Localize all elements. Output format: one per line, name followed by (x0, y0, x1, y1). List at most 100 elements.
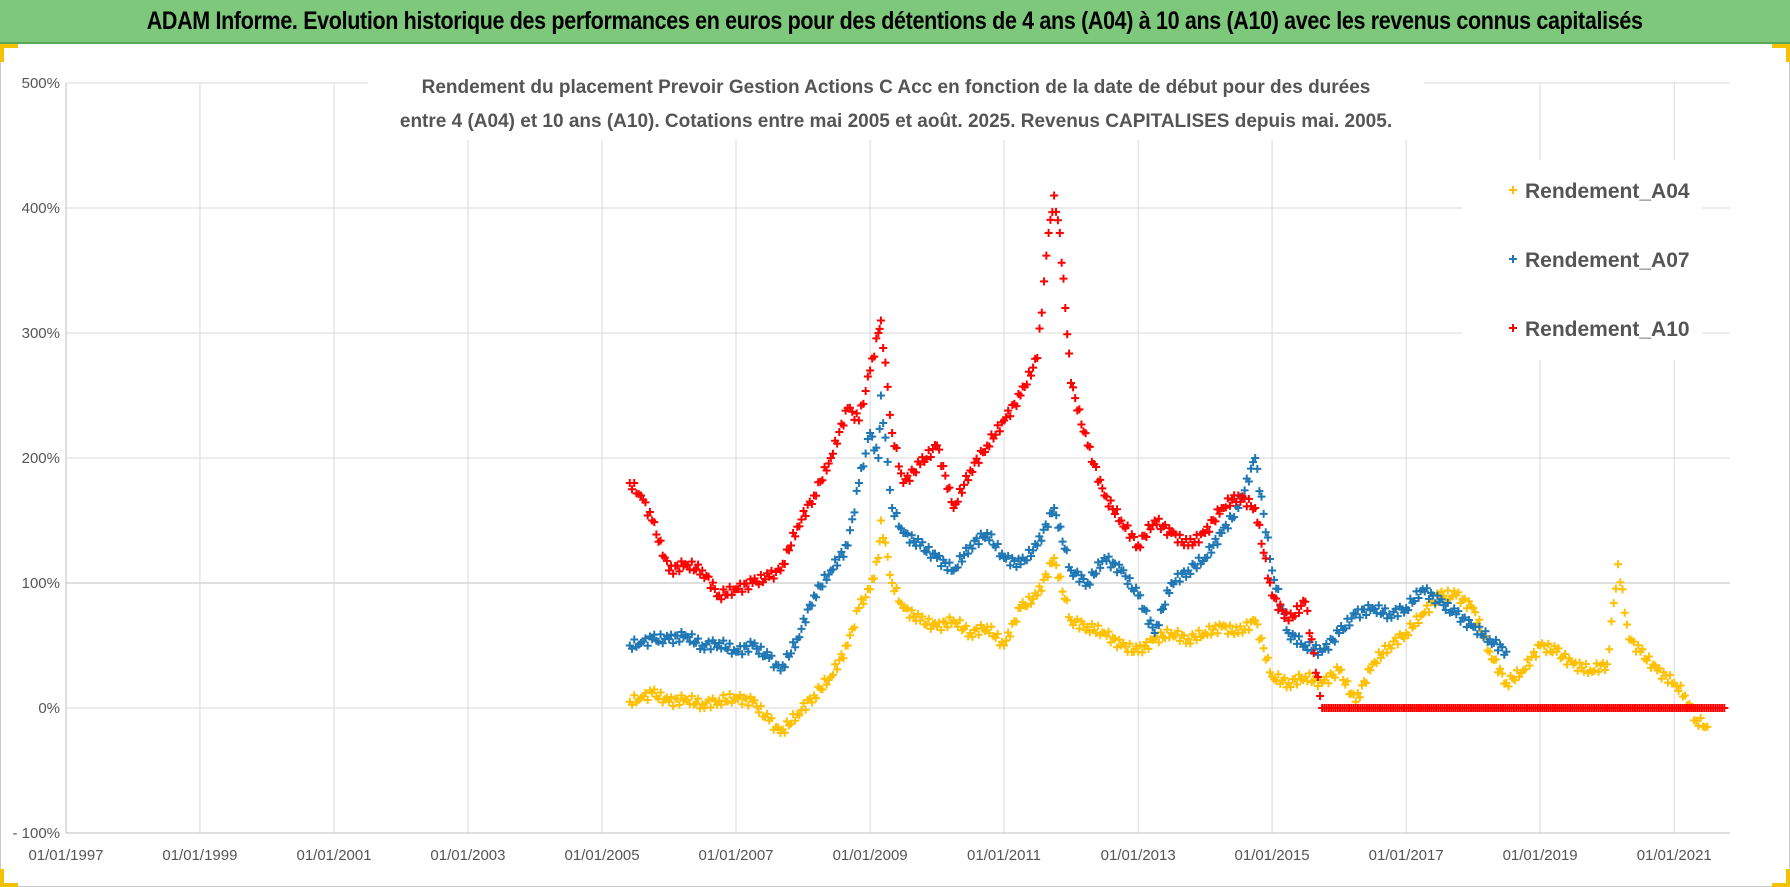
interp-point (964, 549, 973, 558)
interp-point (1154, 514, 1163, 523)
interp-point (1225, 501, 1234, 510)
interp-point (1544, 639, 1553, 648)
interp-point (1175, 577, 1184, 586)
interp-point (1165, 588, 1174, 597)
data-point (1150, 516, 1159, 525)
interp-point (828, 449, 837, 458)
data-point (876, 516, 885, 525)
interp-point (991, 633, 1000, 642)
x-tick-label: 01/01/1997 (28, 847, 103, 864)
interp-point (1048, 509, 1057, 518)
interp-point (675, 637, 684, 646)
interp-point (787, 649, 796, 658)
interp-point (708, 578, 717, 587)
interp-point (1263, 533, 1272, 542)
interp-point (1322, 639, 1331, 648)
interp-point (1244, 477, 1253, 486)
interp-point (1207, 630, 1216, 639)
interp-point (974, 540, 983, 549)
interp-point (630, 479, 639, 488)
interp-point (1297, 601, 1306, 610)
interp-point (872, 334, 881, 343)
interp-point (1043, 522, 1052, 531)
interp-point (839, 421, 848, 430)
interp-point (1121, 642, 1130, 651)
interp-point (1339, 675, 1348, 684)
interp-point (1611, 584, 1620, 593)
interp-point (1194, 626, 1203, 635)
x-tick-label: 01/01/2015 (1235, 847, 1310, 864)
interp-point (905, 476, 914, 485)
interp-point (1598, 658, 1607, 667)
interp-point (883, 552, 892, 561)
interp-point (1037, 586, 1046, 595)
interp-point (1058, 537, 1067, 546)
interp-point (1276, 600, 1285, 609)
interp-point (1225, 621, 1234, 630)
data-point (1251, 454, 1260, 462)
interp-point (1378, 608, 1387, 617)
interp-point (1046, 215, 1055, 224)
interp-point (1037, 536, 1046, 545)
interp-point (1404, 606, 1413, 615)
interp-point (1024, 592, 1033, 601)
interp-point (883, 457, 892, 466)
interp-point (1221, 503, 1230, 512)
interp-point (881, 433, 890, 442)
interp-point (974, 458, 983, 467)
data-point (876, 316, 885, 325)
interp-point (1115, 560, 1124, 569)
interp-point (1043, 572, 1052, 581)
interp-point (922, 455, 931, 464)
interp-point (1142, 532, 1151, 541)
interp-point (1053, 216, 1062, 225)
interp-point (1454, 607, 1463, 616)
interp-point (1113, 643, 1122, 652)
interp-point (1026, 599, 1035, 608)
interp-point (1655, 664, 1664, 673)
data-point (1485, 647, 1494, 656)
interp-point (1186, 534, 1195, 543)
interp-point (1194, 538, 1203, 547)
series-Rendement_A07 (625, 391, 1511, 675)
interp-point (1504, 682, 1513, 691)
y-tick-label: 100% (22, 575, 60, 592)
interp-point (924, 543, 933, 552)
interp-point (694, 560, 703, 569)
interp-point (710, 585, 719, 594)
interp-point (654, 637, 663, 646)
data-point (854, 604, 863, 612)
interp-point (1657, 674, 1666, 683)
interp-point (1531, 652, 1540, 661)
interp-point (1666, 671, 1675, 680)
interp-point (650, 685, 659, 694)
interp-point (1479, 632, 1488, 641)
interp-point (791, 532, 800, 541)
interp-point (1186, 569, 1195, 578)
interp-point (1560, 650, 1569, 659)
data-point (1016, 604, 1025, 612)
interp-point (1393, 640, 1402, 649)
interp-point (1523, 655, 1532, 664)
interp-point (1270, 575, 1279, 584)
interp-point (859, 599, 868, 608)
interp-point (935, 551, 944, 560)
interp-point (875, 324, 884, 333)
interp-point (1104, 502, 1113, 511)
interp-point (885, 570, 894, 579)
interp-point (669, 569, 678, 578)
interp-point (1353, 688, 1362, 697)
interp-point (1255, 487, 1264, 496)
data-point (1067, 566, 1075, 575)
interp-point (780, 560, 789, 569)
interp-point (881, 358, 890, 367)
interp-point (1037, 308, 1046, 317)
data-point (916, 460, 925, 469)
interp-point (879, 533, 888, 542)
data-point (1044, 229, 1053, 237)
interp-point (687, 557, 696, 566)
interp-point (1154, 621, 1163, 630)
interp-point (1102, 631, 1111, 640)
interp-point (1259, 548, 1268, 557)
interp-point (628, 700, 637, 709)
